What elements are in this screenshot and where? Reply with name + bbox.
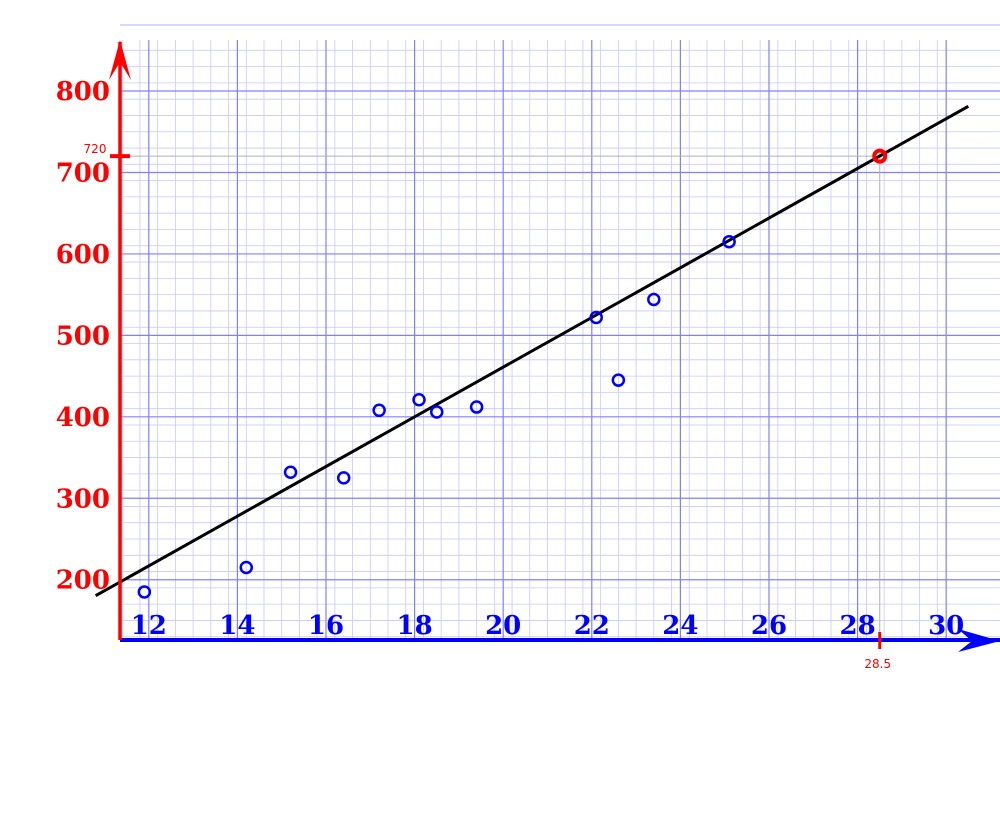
y-tick-label: 200 (56, 566, 110, 596)
data-point (722, 234, 736, 249)
grid-major (120, 24, 1000, 640)
x-tick-label: 22 (574, 611, 610, 641)
data-point (372, 403, 386, 418)
x-tick-labels: 12 14 16 18 20 22 24 26 28 30 (131, 611, 965, 641)
data-point (283, 465, 298, 479)
highlight-point (872, 148, 888, 164)
x-tick-label: 12 (131, 611, 167, 641)
y-tick-label: 600 (56, 240, 110, 270)
x-tick-label: 26 (751, 611, 787, 641)
x-tick-label: 18 (397, 611, 433, 641)
x-tick-label: 16 (308, 611, 344, 641)
x-tick-label: 30 (928, 611, 964, 641)
y-tick-label: 700 (56, 158, 110, 188)
y-tick-labels: 200 300 400 500 600 700 800 (56, 77, 110, 596)
guide-lines (120, 155, 881, 640)
data-point (412, 392, 426, 407)
data-point (647, 292, 661, 307)
data-point (137, 585, 152, 599)
axes (109, 40, 1000, 652)
x-tick-label: 20 (485, 611, 521, 641)
data-points (137, 234, 736, 599)
y-tick-label: 500 (56, 321, 110, 351)
x-tick-label: 28 (840, 611, 876, 641)
x-tick-label: 14 (219, 611, 255, 641)
y-tick-label: 300 (56, 484, 110, 514)
data-point (239, 560, 254, 575)
y-axis-arrow (109, 40, 131, 80)
highlight-marker: 720 28.5 (84, 142, 892, 671)
trend-line (94, 104, 970, 597)
data-point (589, 310, 603, 325)
y-tick-label: 800 (56, 77, 110, 107)
grid-minor (120, 40, 1000, 640)
x-tick-label: 24 (662, 611, 698, 641)
data-point (611, 373, 626, 387)
y-tick-label: 400 (56, 403, 110, 433)
data-point (469, 400, 484, 414)
data-point (429, 405, 444, 419)
highlight-x-label: 28.5 (864, 657, 891, 671)
trend-line-group (94, 104, 970, 597)
x-axis-arrow (958, 629, 1000, 652)
highlight-y-label: 720 (84, 142, 107, 156)
data-point (336, 471, 351, 485)
